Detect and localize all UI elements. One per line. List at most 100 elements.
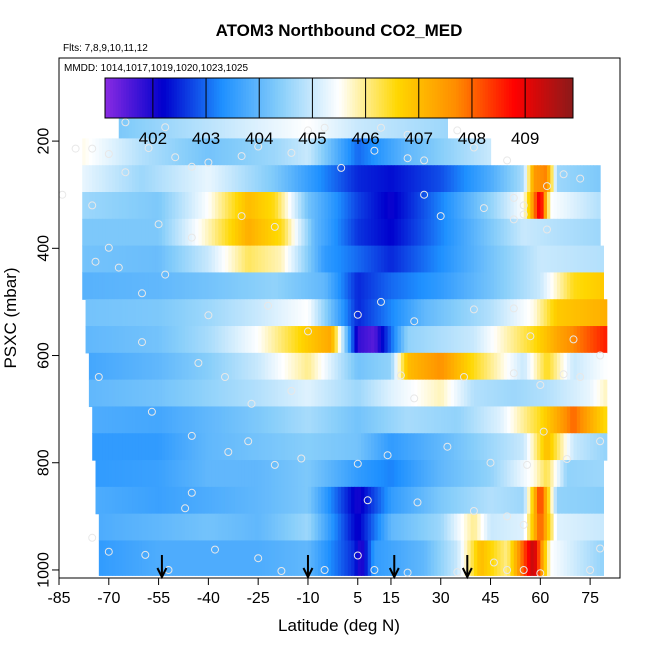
heatmap-cell [208, 460, 213, 488]
heatmap-cell [201, 379, 206, 408]
colorbar-segment [373, 78, 377, 118]
heatmap-cell [493, 433, 498, 461]
heatmap-cell [583, 433, 588, 461]
heatmap-cell [112, 406, 117, 434]
heatmap-cell [364, 138, 369, 166]
heatmap-cell [497, 326, 502, 354]
heatmap-cell [291, 299, 296, 327]
heatmap-cell [298, 165, 302, 193]
heatmap-cell [500, 299, 505, 327]
heatmap-cell [85, 138, 90, 166]
heatmap-cell [344, 352, 349, 381]
heatmap-cell [298, 486, 302, 515]
heatmap-cell [145, 433, 150, 461]
heatmap-cell [387, 406, 392, 434]
y-tick-label: 1000 [36, 552, 53, 588]
heatmap-cell [556, 245, 561, 274]
heatmap-cell [161, 165, 166, 193]
heatmap-cell [566, 245, 571, 274]
colorbar-segment [269, 78, 274, 118]
colorbar-segment [253, 78, 258, 118]
heatmap-cell [364, 406, 369, 434]
heatmap-cell [553, 433, 558, 461]
heatmap-cell [447, 245, 452, 274]
heatmap-cell [241, 406, 246, 434]
colorbar-frame [104, 77, 574, 119]
heatmap-cell [171, 299, 176, 327]
heatmap-cell [278, 352, 283, 381]
heatmap-cell [92, 218, 97, 247]
heatmap-cell [238, 138, 243, 166]
colorbar-segment [440, 78, 444, 118]
heatmap-cell [85, 272, 90, 300]
heatmap-cell [188, 540, 193, 576]
heatmap-cell [261, 486, 266, 515]
heatmap-cell [298, 352, 302, 381]
heatmap-cell [261, 218, 266, 247]
colorbar-segment [203, 78, 207, 118]
heatmap-cell [165, 352, 170, 381]
heatmap-cell [397, 460, 402, 488]
heatmap-cell [553, 486, 558, 515]
heatmap-cell [371, 218, 375, 247]
heatmap-cell [487, 299, 492, 327]
heatmap-cell [151, 192, 156, 220]
heatmap-cell [590, 460, 595, 488]
heatmap-cell [311, 540, 316, 576]
heatmap-cell [467, 513, 472, 542]
heatmap-cell [546, 299, 551, 327]
heatmap-cell [284, 352, 289, 381]
heatmap-cell [500, 433, 505, 461]
heatmap-cell [527, 352, 531, 381]
heatmap-cell [410, 218, 415, 247]
heatmap-cell [407, 406, 412, 434]
heatmap-cell [98, 460, 103, 488]
heatmap-cell [168, 218, 173, 247]
heatmap-cell [148, 486, 153, 515]
heatmap-cell [377, 406, 382, 434]
heatmap-cell [500, 245, 505, 274]
heatmap-cell [440, 433, 445, 461]
heatmap-cell [420, 513, 425, 542]
heatmap-cell [470, 433, 475, 461]
x-tick-label: 60 [531, 590, 549, 607]
heatmap-cell [145, 460, 150, 488]
heatmap-cell [327, 245, 332, 274]
heatmap-cell [264, 192, 269, 220]
heatmap-cell [234, 326, 239, 354]
heatmap-cell [576, 245, 581, 274]
heatmap-cell [513, 299, 518, 327]
heatmap-cell [321, 299, 326, 327]
heatmap-cell [510, 192, 515, 220]
heatmap-cell [185, 460, 190, 488]
heatmap-cell [337, 111, 342, 140]
heatmap-cell [85, 326, 90, 354]
heatmap-cell [314, 326, 319, 354]
heatmap-cell [224, 326, 229, 354]
heatmap-cell [576, 299, 581, 327]
colorbar-segment [437, 78, 441, 118]
heatmap-band [88, 352, 608, 381]
heatmap-cell [523, 299, 528, 327]
heatmap-cell [487, 379, 492, 408]
heatmap-cell [410, 540, 415, 576]
colorbar-segment [144, 78, 149, 118]
heatmap-cell [550, 326, 555, 354]
heatmap-cell [158, 299, 163, 327]
heatmap-cell [583, 352, 588, 381]
heatmap-cell [251, 111, 256, 140]
heatmap-cell [430, 433, 435, 461]
heatmap-cell [354, 406, 359, 434]
heatmap-cell [85, 245, 90, 274]
heatmap-cell [417, 245, 422, 274]
heatmap-cell [593, 245, 598, 274]
heatmap-cell [410, 379, 415, 408]
heatmap-cell [291, 272, 296, 300]
heatmap-cell [596, 513, 601, 542]
heatmap-cell [387, 138, 392, 166]
heatmap-cell [327, 192, 332, 220]
heatmap-cell [377, 165, 382, 193]
heatmap-cell [387, 192, 392, 220]
heatmap-cell [414, 460, 419, 488]
heatmap-cell [304, 245, 309, 274]
